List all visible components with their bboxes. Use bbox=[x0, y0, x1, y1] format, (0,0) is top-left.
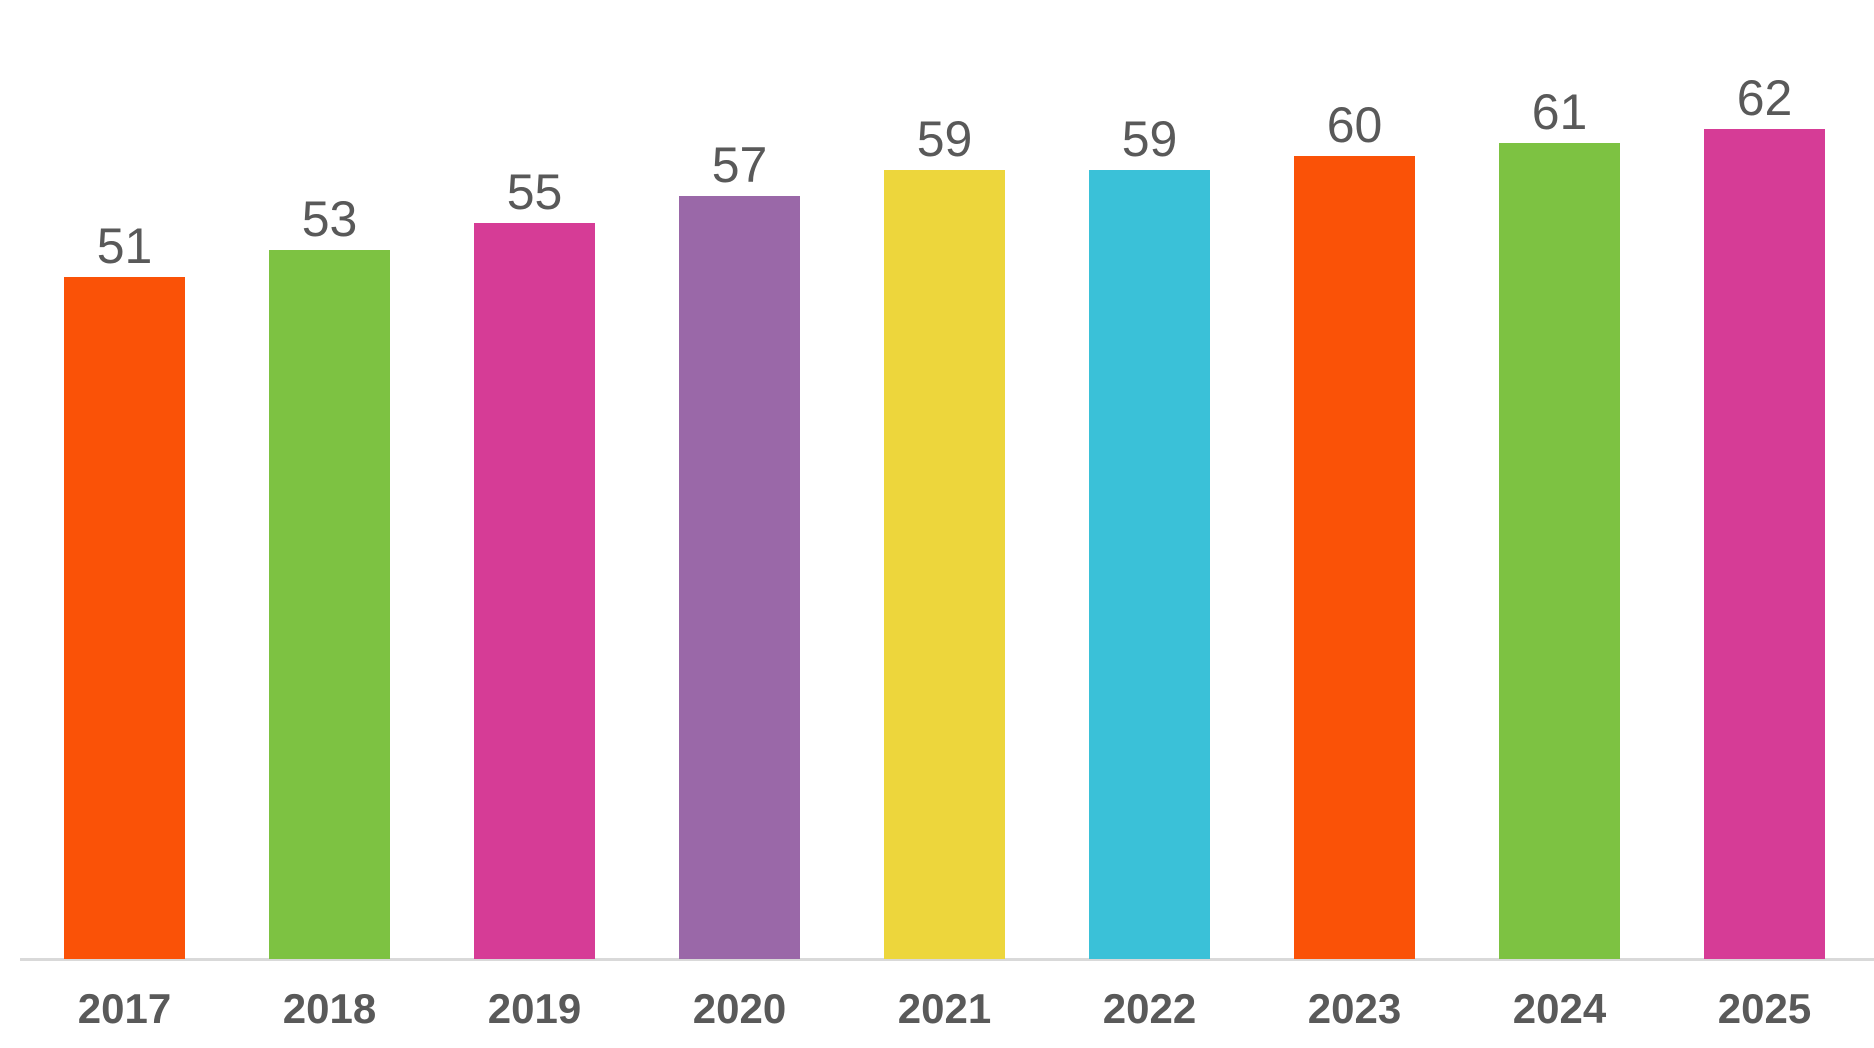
bar-value-label: 53 bbox=[301, 190, 358, 247]
bar-group: 59 bbox=[1089, 114, 1210, 959]
bar-group: 57 bbox=[679, 140, 800, 959]
bar-value-label: 61 bbox=[1531, 83, 1588, 140]
x-tick-label-2024: 2024 bbox=[1512, 985, 1607, 1032]
x-tick-label-2021: 2021 bbox=[897, 985, 992, 1032]
x-tick-label-2023: 2023 bbox=[1307, 985, 1402, 1032]
bar-2018 bbox=[269, 249, 390, 959]
x-tick-label-2017: 2017 bbox=[77, 985, 172, 1032]
bar-2020 bbox=[679, 196, 800, 959]
bar-value-label: 51 bbox=[96, 217, 153, 274]
bar-group: 59 bbox=[884, 114, 1005, 959]
x-axis-labels: 2017 2018 2019 2020 2021 2022 2023 2024 2025 bbox=[64, 988, 1825, 1030]
bar-group: 53 bbox=[269, 194, 390, 959]
x-tick-label-2019: 2019 bbox=[487, 985, 582, 1032]
bar-2024 bbox=[1499, 142, 1620, 959]
x-tick-label-2018: 2018 bbox=[282, 985, 377, 1032]
x-tick-label-2025: 2025 bbox=[1717, 985, 1812, 1032]
x-axis-line bbox=[20, 958, 1874, 961]
bar-2025 bbox=[1704, 129, 1825, 959]
bar-group: 60 bbox=[1294, 100, 1415, 959]
bar-value-label: 59 bbox=[916, 110, 973, 167]
bar-group: 61 bbox=[1499, 87, 1620, 959]
x-tick-label-2022: 2022 bbox=[1102, 985, 1197, 1032]
bar-value-label: 60 bbox=[1326, 97, 1383, 154]
bar-2017 bbox=[64, 276, 185, 959]
bar-value-label: 59 bbox=[1121, 110, 1178, 167]
bar-2019 bbox=[474, 223, 595, 959]
bar-value-label: 57 bbox=[711, 137, 768, 194]
bar-2023 bbox=[1294, 156, 1415, 959]
x-tick-label-2020: 2020 bbox=[692, 985, 787, 1032]
bar-value-label: 62 bbox=[1736, 70, 1793, 127]
bars-row: 51 53 55 57 59 59 60 61 62 bbox=[64, 73, 1825, 959]
bar-value-label: 55 bbox=[506, 164, 563, 221]
bar-group: 55 bbox=[474, 167, 595, 959]
bar-group: 51 bbox=[64, 221, 185, 959]
bar-group: 62 bbox=[1704, 73, 1825, 959]
bar-2022 bbox=[1089, 169, 1210, 959]
bar-2021 bbox=[884, 169, 1005, 959]
